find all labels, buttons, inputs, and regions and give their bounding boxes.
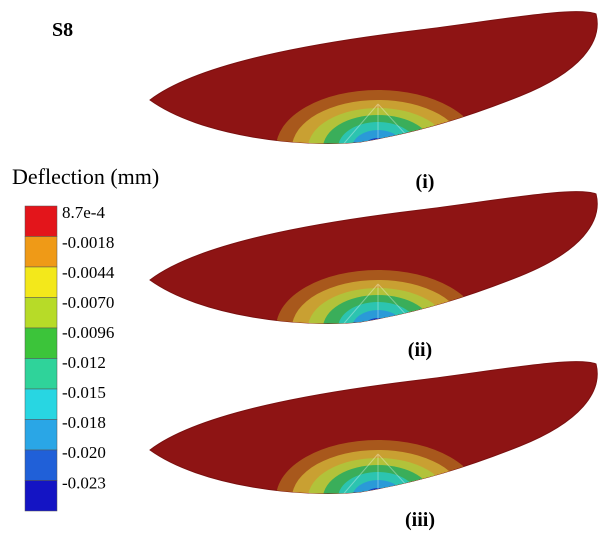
caption: (ii): [408, 339, 432, 361]
legend-swatch: [25, 328, 57, 359]
legend-label: -0.0070: [62, 293, 114, 312]
legend-label: -0.023: [62, 473, 106, 492]
specimen-ii: [150, 192, 597, 386]
legend-swatch: [25, 359, 57, 390]
legend-label: -0.0044: [62, 263, 115, 282]
figure: S8 Deflection (mm) (i) (ii) (iii) 8.7e-4…: [0, 0, 605, 533]
legend-title: Deflection (mm): [12, 164, 159, 189]
legend-label: -0.0018: [62, 233, 114, 252]
caption: (i): [416, 171, 435, 193]
specimen-iii: [150, 362, 597, 533]
caption: (iii): [405, 509, 435, 531]
legend-swatch: [25, 237, 57, 268]
legend-label: -0.015: [62, 383, 106, 402]
legend-swatch: [25, 298, 57, 329]
legend-swatch: [25, 481, 57, 512]
legend-label: -0.0096: [62, 323, 114, 342]
legend-label: 8.7e-4: [62, 203, 105, 222]
legend-label: -0.018: [62, 413, 106, 432]
legend-label: -0.012: [62, 353, 106, 372]
legend-swatch: [25, 389, 57, 420]
legend-swatch: [25, 420, 57, 451]
figure-label: S8: [52, 19, 73, 41]
legend-swatch: [25, 267, 57, 298]
legend-swatch: [25, 450, 57, 481]
specimen-i: [150, 12, 597, 206]
legend: 8.7e-4 -0.0018 -0.0044 -0.0070 -0.0096 -0.012…: [25, 203, 115, 511]
legend-swatch: [25, 206, 57, 237]
legend-label: -0.020: [62, 443, 106, 462]
